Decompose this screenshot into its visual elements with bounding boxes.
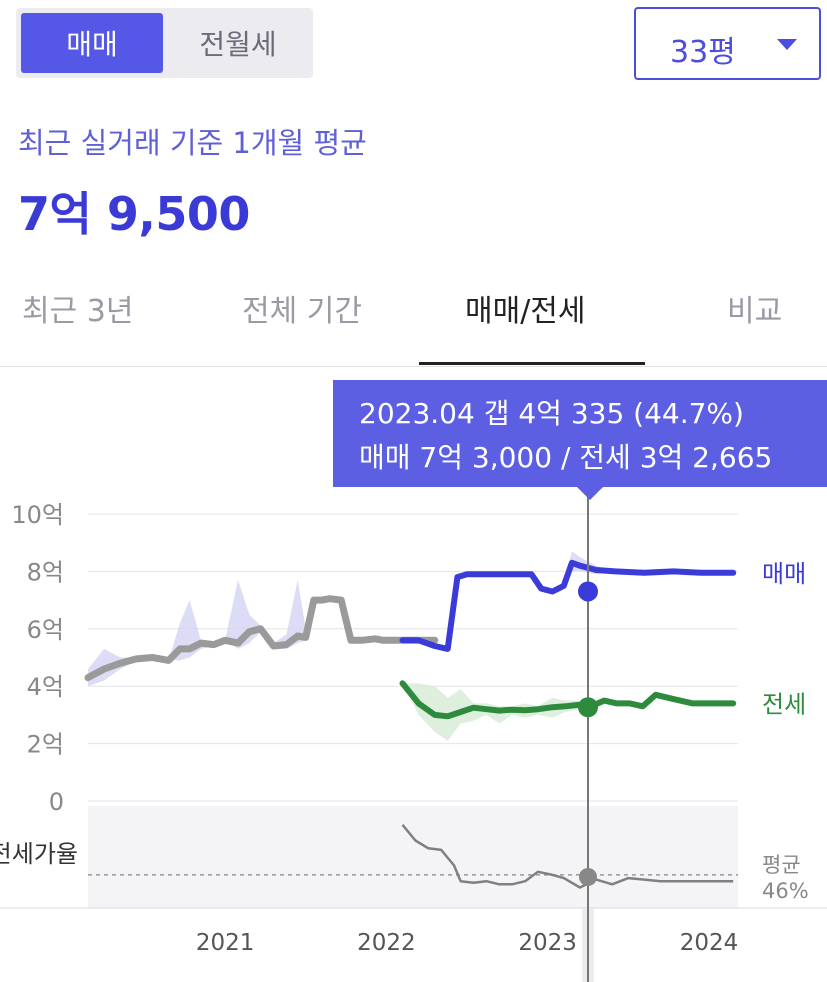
tooltip-gap-line: 2023.04 갭 4억 335 (44.7%) [359, 397, 744, 430]
past-series-line [84, 595, 439, 682]
deal-sale-button[interactable]: 매매 [21, 13, 163, 73]
sale-series-line [399, 559, 737, 652]
y-tick-label: 6억 [27, 616, 64, 644]
y-tick-label: 10억 [11, 501, 64, 529]
caret-down-icon [777, 39, 797, 50]
chart-tooltip: 2023.04 갭 4억 335 (44.7%) 매매 7억 3,000 / 전… [333, 380, 827, 500]
deal-type-toggle: 매매 전월세 [16, 8, 313, 78]
past-band [88, 580, 435, 687]
tab-compare[interactable]: 비교 [727, 294, 783, 329]
ratio-series-line [401, 824, 734, 889]
tab-recent-3y[interactable]: 최근 3년 [22, 294, 134, 329]
y-tick-label: 4억 [27, 673, 64, 701]
tooltip-arrow [577, 487, 603, 500]
ratio-panel-label: 전세가율 [0, 840, 78, 868]
jeonse-series-line [399, 680, 737, 720]
x-tick-label: 2023 [518, 930, 577, 956]
y-tick-label: 0 [49, 788, 64, 816]
y-tick-label: 2억 [27, 731, 64, 759]
y-tick-label: 8억 [27, 558, 64, 586]
size-select-value: 33평 [670, 35, 736, 70]
ratio-panel-bg [88, 806, 738, 908]
average-price: 7억 9,500 [18, 187, 250, 241]
deal-rent-button[interactable]: 전월세 [199, 28, 277, 61]
tabs-divider [0, 366, 827, 367]
tooltip-price-line: 매매 7억 3,000 / 전세 3억 2,665 [359, 441, 773, 474]
jeonse-end-label: 전세 [762, 690, 806, 718]
ratio-average-label: 평균 [762, 853, 801, 877]
size-select[interactable]: 33평 [634, 7, 821, 80]
tab-all-period[interactable]: 전체 기간 [242, 294, 362, 329]
jeonse-highlight-point [578, 697, 598, 718]
ratio-highlight-point [579, 867, 597, 886]
sale-highlight-point [578, 581, 598, 602]
sale-end-label: 매매 [762, 560, 806, 588]
ratio-average-value: 46% [762, 879, 809, 903]
tab-sale-jeonse[interactable]: 매매/전세 [465, 294, 586, 329]
x-tick-label: 2022 [357, 930, 416, 956]
x-tick-label: 2021 [196, 930, 255, 956]
x-tick-label: 2024 [680, 930, 739, 956]
active-tab-indicator [419, 362, 645, 365]
price-basis-subtitle: 최근 실거래 기준 1개월 평균 [18, 126, 367, 160]
